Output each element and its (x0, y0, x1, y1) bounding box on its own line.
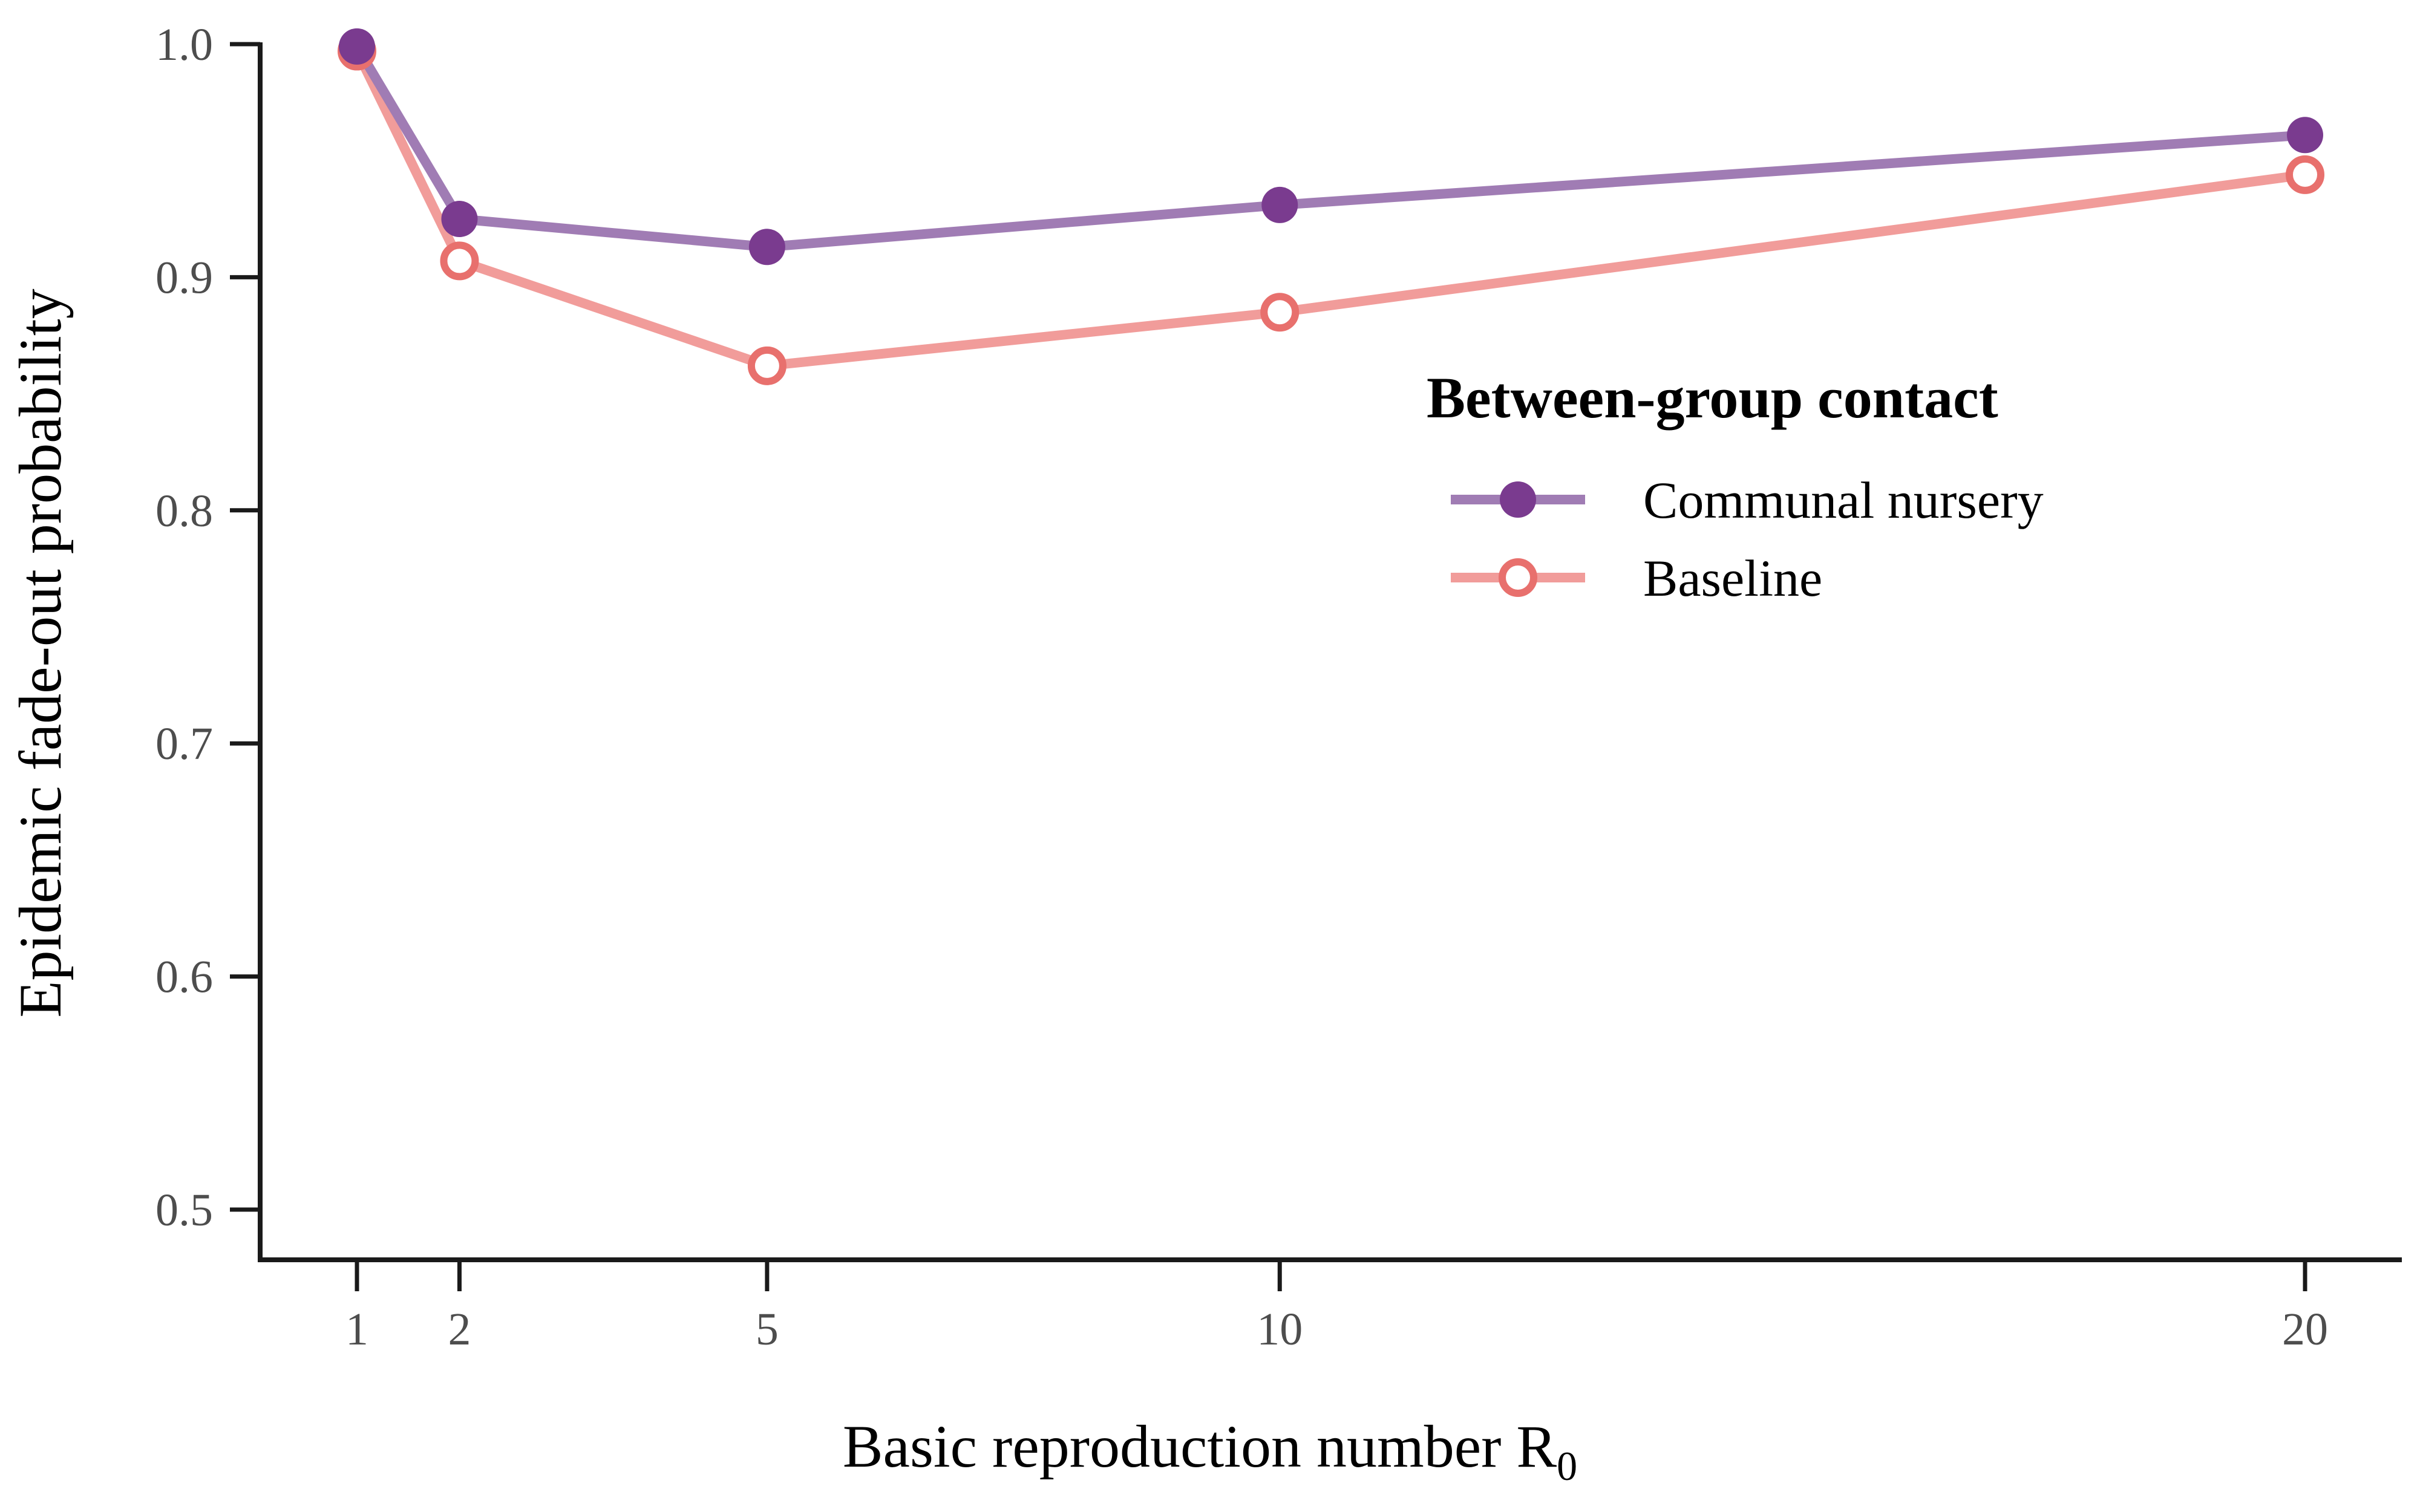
legend-key-marker-communal-nursery (1500, 481, 1536, 518)
x-tick-label: 20 (2282, 1304, 2328, 1355)
data-point-communal-nursery (1261, 186, 1298, 223)
data-point-communal-nursery (339, 28, 375, 65)
y-tick-label: 0.7 (155, 719, 213, 769)
series-lines (352, 41, 2310, 371)
x-ticks: 1 2 5 10 20 (345, 1260, 2328, 1355)
legend-items: Communal nursery Baseline (1451, 471, 2044, 607)
x-axis-title-subscript: 0 (1557, 1443, 1577, 1489)
legend-key-marker-baseline (1499, 558, 1537, 597)
series-points (338, 28, 2324, 385)
data-point-communal-nursery (2287, 117, 2323, 154)
series-line-baseline (352, 46, 2310, 371)
axes (258, 42, 2402, 1262)
data-point-baseline (747, 346, 786, 385)
y-tick-label: 0.6 (155, 952, 213, 1003)
data-point-communal-nursery (748, 229, 785, 266)
y-tick-label: 0.5 (155, 1185, 213, 1236)
data-point-communal-nursery (441, 201, 478, 238)
y-ticks: 0.5 0.6 0.7 0.8 0.9 1.0 (155, 19, 260, 1236)
x-tick-label: 2 (448, 1304, 471, 1355)
data-point-baseline (440, 241, 479, 281)
x-axis-title-main: Basic reproduction number R (843, 1413, 1557, 1480)
x-tick-label: 10 (1257, 1304, 1303, 1355)
legend-title: Between-group contact (1427, 365, 1998, 430)
data-point-baseline (2286, 155, 2324, 194)
x-tick-label: 5 (756, 1304, 779, 1355)
y-tick-label: 0.9 (155, 252, 213, 303)
data-point-baseline (1260, 293, 1300, 332)
legend-label-communal-nursery: Communal nursery (1643, 471, 2044, 529)
y-tick-label: 0.8 (155, 486, 213, 536)
y-axis-title: Epidemic fade-out probability (7, 288, 74, 1017)
x-axis-title: Basic reproduction number R0 (843, 1413, 1577, 1489)
y-tick-label: 1.0 (155, 19, 213, 70)
x-tick-label: 1 (345, 1304, 368, 1355)
legend-label-baseline: Baseline (1643, 549, 1822, 607)
legend: Between-group contact Communal nursery Ba… (1427, 365, 2044, 607)
